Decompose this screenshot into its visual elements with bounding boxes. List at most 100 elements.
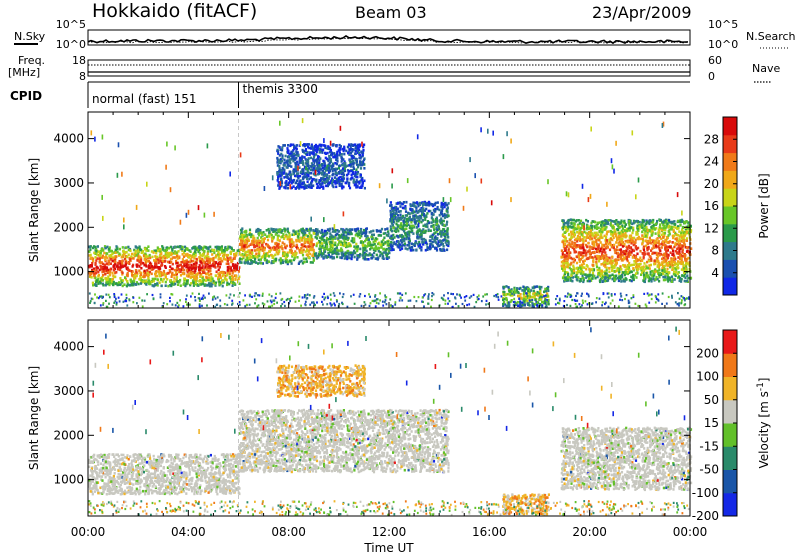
radar-cell (188, 268, 191, 272)
radar-cell (303, 233, 306, 236)
radar-cell (396, 245, 399, 248)
radar-cell (230, 274, 234, 278)
nsky-left-tick-top: 10^5 (56, 18, 86, 31)
radar-cell (417, 237, 420, 240)
radar-cell (107, 248, 110, 251)
radar-cell (524, 296, 527, 300)
radar-cell (121, 273, 124, 276)
radar-cell (512, 304, 515, 307)
radar-cell (156, 282, 159, 285)
radar-cell (199, 271, 202, 275)
radar-cell (394, 216, 397, 219)
radar-cell (257, 227, 260, 231)
radar-cell (287, 260, 290, 264)
radar-cell (425, 241, 428, 244)
radar-cell (408, 212, 411, 215)
radar-cell (402, 243, 405, 247)
radar-cell (410, 242, 413, 246)
radar-cell (211, 253, 214, 256)
radar-cell (319, 250, 322, 253)
radar-cell (172, 256, 175, 259)
radar-cell (179, 245, 182, 248)
radar-cell (150, 268, 153, 271)
radar-cell (160, 284, 163, 288)
radar-cell (435, 230, 439, 233)
radar-cell (664, 275, 667, 279)
radar-cell (163, 249, 166, 252)
radar-cell (288, 159, 291, 162)
radar-cell (389, 247, 392, 251)
radar-cell (104, 277, 107, 280)
radar-cell (357, 163, 360, 167)
radar-cell (305, 234, 308, 237)
radar-cell (286, 173, 289, 176)
radar-cell (415, 216, 418, 219)
radar-cell (282, 250, 285, 254)
radar-cell (322, 159, 325, 163)
radar-cell (410, 208, 414, 211)
radar-cell (137, 252, 140, 256)
radar-cell (356, 170, 360, 174)
radar-cell (95, 259, 98, 262)
radar-cell (342, 231, 345, 235)
radar-cell (223, 271, 226, 274)
radar-cell (316, 158, 319, 161)
radar-cell (204, 245, 207, 249)
radar-cell (169, 279, 172, 282)
radar-cell (362, 256, 365, 260)
radar-cell (278, 168, 281, 172)
radar-cell (375, 229, 378, 232)
radar-cell (280, 170, 283, 174)
radar-cell (409, 207, 412, 211)
radar-cell (272, 230, 275, 233)
radar-cell (383, 247, 386, 251)
radar-cell (591, 271, 595, 275)
radar-cell (213, 262, 216, 265)
radar-cell (311, 238, 314, 241)
radar-cell (300, 158, 303, 161)
radar-cell (127, 248, 130, 252)
radar-cell (572, 228, 575, 231)
radar-cell (407, 211, 410, 215)
radar-cell (411, 229, 414, 232)
radar-cell (109, 258, 112, 261)
radar-cell (376, 257, 379, 261)
radar-cell (192, 281, 195, 285)
radar-cell (298, 249, 301, 252)
radar-cell (332, 185, 335, 189)
radar-cell (343, 229, 346, 232)
radar-cell (262, 240, 265, 244)
radar-cell (273, 230, 276, 233)
radar-cell (302, 185, 305, 189)
radar-cell (375, 247, 378, 251)
radar-cell (99, 254, 102, 257)
radar-cell (251, 251, 254, 255)
radar-cell (253, 245, 256, 249)
radar-cell (115, 255, 118, 258)
radar-cell (199, 246, 203, 250)
radar-cell (245, 254, 248, 257)
radar-cell (620, 219, 623, 223)
radar-cell (342, 177, 346, 180)
radar-cell (396, 224, 399, 227)
radar-cell (306, 161, 309, 165)
radar-cell (654, 244, 657, 247)
radar-cell (217, 246, 220, 249)
radar-cell (150, 262, 153, 266)
radar-cell (95, 271, 98, 275)
radar-cell (128, 283, 131, 287)
radar-cell (220, 259, 223, 263)
radar-cell (316, 228, 319, 232)
radar-cell (350, 169, 353, 173)
radar-cell (356, 247, 359, 251)
radar-cell (275, 250, 278, 254)
radar-cell (350, 255, 353, 258)
radar-cell (415, 226, 418, 229)
radar-cell (337, 177, 340, 180)
radar-cell (221, 271, 224, 275)
radar-cell (109, 262, 112, 265)
radar-cell (269, 248, 272, 252)
radar-cell (354, 247, 357, 250)
radar-cell (617, 254, 620, 257)
radar-cell (408, 239, 411, 243)
